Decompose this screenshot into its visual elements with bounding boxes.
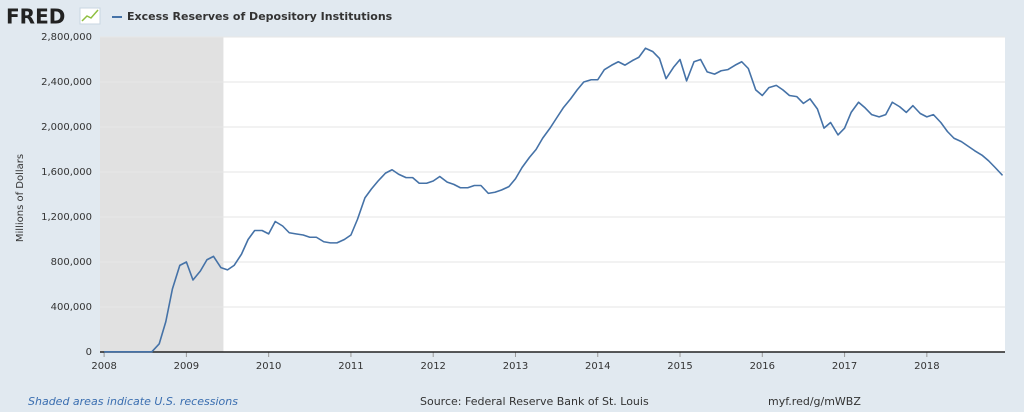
y-tick-label: 1,200,000	[41, 212, 92, 223]
y-tick-label: 400,000	[51, 302, 92, 313]
y-tick-label: 800,000	[51, 257, 92, 268]
legend-label: Excess Reserves of Depository Institutio…	[127, 10, 393, 23]
plot-area	[100, 37, 1005, 352]
y-tick-label: 1,600,000	[41, 167, 92, 178]
series-line	[104, 47, 1004, 353]
logo-icon	[79, 7, 101, 25]
y-tick-label: 2,400,000	[41, 77, 92, 88]
x-tick-label: 2014	[585, 361, 610, 372]
x-tick-label: 2016	[750, 361, 775, 372]
y-tick-label: 2,000,000	[41, 122, 92, 133]
x-tick-label: 2015	[667, 361, 692, 372]
recession-shade	[100, 37, 224, 352]
x-tick-label: 2011	[338, 361, 363, 372]
x-tick-label: 2017	[832, 361, 857, 372]
x-tick-label: 2010	[256, 361, 281, 372]
x-tick-label: 2008	[91, 361, 116, 372]
source: Source: Federal Reserve Bank of St. Loui…	[420, 395, 649, 408]
x-tick-label: 2012	[420, 361, 445, 372]
y-tick-label: 2,800,000	[41, 32, 92, 43]
logo[interactable]: FRED	[6, 5, 65, 29]
y-tick-label: 0	[86, 347, 92, 358]
recession-note: Shaded areas indicate U.S. recessions	[28, 395, 238, 408]
link[interactable]: myf.red/g/mWBZ	[768, 395, 861, 408]
x-tick-label: 2018	[914, 361, 939, 372]
x-tick-label: 2009	[174, 361, 199, 372]
y-axis-label: Millions of Dollars	[15, 154, 26, 242]
x-tick-label: 2013	[503, 361, 528, 372]
